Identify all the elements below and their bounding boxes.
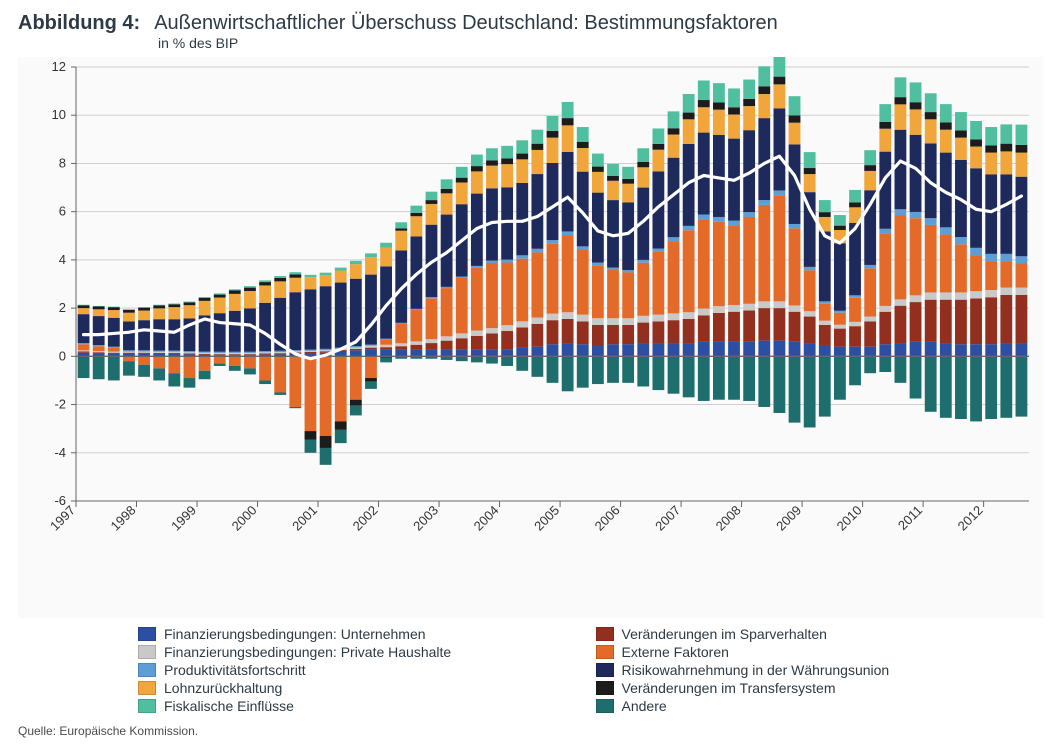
legend-label: Finanzierungsbedingungen: Private Hausha… bbox=[164, 644, 451, 660]
legend-label: Veränderungen im Sparverhalten bbox=[622, 626, 827, 642]
svg-text:6: 6 bbox=[59, 204, 66, 219]
svg-text:2007: 2007 bbox=[652, 503, 683, 534]
legend-item: Veränderungen im Transfersystem bbox=[596, 680, 1034, 696]
legend-label: Finanzierungsbedingungen: Unternehmen bbox=[164, 626, 426, 642]
legend-item: Lohnzurückhaltung bbox=[138, 680, 576, 696]
svg-text:2: 2 bbox=[59, 300, 66, 315]
legend-swatch bbox=[138, 645, 156, 659]
svg-text:-2: -2 bbox=[54, 397, 66, 412]
legend-label: Risikowahrnehmung in der Währungsunion bbox=[622, 662, 890, 678]
legend-item: Produktivitätsfortschritt bbox=[138, 662, 576, 678]
legend-label: Veränderungen im Transfersystem bbox=[622, 680, 836, 696]
svg-text:1998: 1998 bbox=[108, 503, 139, 534]
legend-item: Finanzierungsbedingungen: Private Hausha… bbox=[138, 644, 576, 660]
legend-swatch bbox=[138, 627, 156, 641]
chart-area: -6-4-20246810121997199819992000200120022… bbox=[18, 57, 1043, 618]
title-row: Abbildung 4: Außenwirtschaftlicher Übers… bbox=[18, 12, 1043, 37]
svg-text:-4: -4 bbox=[54, 445, 66, 460]
svg-text:12: 12 bbox=[52, 59, 66, 74]
svg-text:2012: 2012 bbox=[955, 503, 986, 534]
svg-text:2006: 2006 bbox=[592, 503, 623, 534]
legend-item: Fiskalische Einflüsse bbox=[138, 698, 576, 714]
legend-label: Andere bbox=[622, 698, 667, 714]
svg-text:1999: 1999 bbox=[168, 503, 199, 534]
figure-title: Außenwirtschaftlicher Überschuss Deutsch… bbox=[154, 12, 778, 35]
svg-text:2011: 2011 bbox=[895, 503, 925, 533]
legend: Finanzierungsbedingungen: Unternehmen Ver… bbox=[18, 618, 1043, 720]
legend-swatch bbox=[596, 699, 614, 713]
svg-text:0: 0 bbox=[59, 348, 66, 363]
legend-swatch bbox=[596, 663, 614, 677]
legend-label: Produktivitätsfortschritt bbox=[164, 662, 306, 678]
legend-item: Finanzierungsbedingungen: Unternehmen bbox=[138, 626, 576, 642]
legend-swatch bbox=[596, 645, 614, 659]
svg-text:2008: 2008 bbox=[713, 503, 744, 534]
svg-text:2002: 2002 bbox=[350, 503, 381, 534]
figure-container: Abbildung 4: Außenwirtschaftlicher Übers… bbox=[0, 0, 1061, 746]
svg-text:2004: 2004 bbox=[471, 503, 502, 534]
svg-text:2010: 2010 bbox=[834, 503, 865, 534]
svg-text:4: 4 bbox=[59, 252, 66, 267]
figure-label: Abbildung 4: bbox=[18, 12, 140, 35]
svg-text:10: 10 bbox=[52, 107, 66, 122]
svg-text:8: 8 bbox=[59, 155, 66, 170]
source-line: Quelle: Europäische Kommission. bbox=[18, 720, 1043, 738]
stacked-bar-chart: -6-4-20246810121997199819992000200120022… bbox=[18, 57, 1043, 557]
svg-text:2005: 2005 bbox=[531, 503, 562, 534]
legend-item: Veränderungen im Sparverhalten bbox=[596, 626, 1034, 642]
legend-swatch bbox=[138, 663, 156, 677]
legend-swatch bbox=[138, 681, 156, 695]
svg-text:2000: 2000 bbox=[229, 503, 260, 534]
legend-item: Risikowahrnehmung in der Währungsunion bbox=[596, 662, 1034, 678]
legend-label: Fiskalische Einflüsse bbox=[164, 698, 294, 714]
legend-swatch bbox=[596, 681, 614, 695]
legend-swatch bbox=[596, 627, 614, 641]
legend-label: Externe Faktoren bbox=[622, 644, 729, 660]
figure-subtitle: in % des BIP bbox=[18, 35, 1043, 51]
legend-item: Externe Faktoren bbox=[596, 644, 1034, 660]
svg-text:2001: 2001 bbox=[289, 503, 320, 534]
svg-text:1997: 1997 bbox=[47, 503, 78, 534]
legend-label: Lohnzurückhaltung bbox=[164, 680, 282, 696]
legend-item: Andere bbox=[596, 698, 1034, 714]
legend-swatch bbox=[138, 699, 156, 713]
svg-text:2003: 2003 bbox=[410, 503, 441, 534]
svg-text:2009: 2009 bbox=[773, 503, 804, 534]
